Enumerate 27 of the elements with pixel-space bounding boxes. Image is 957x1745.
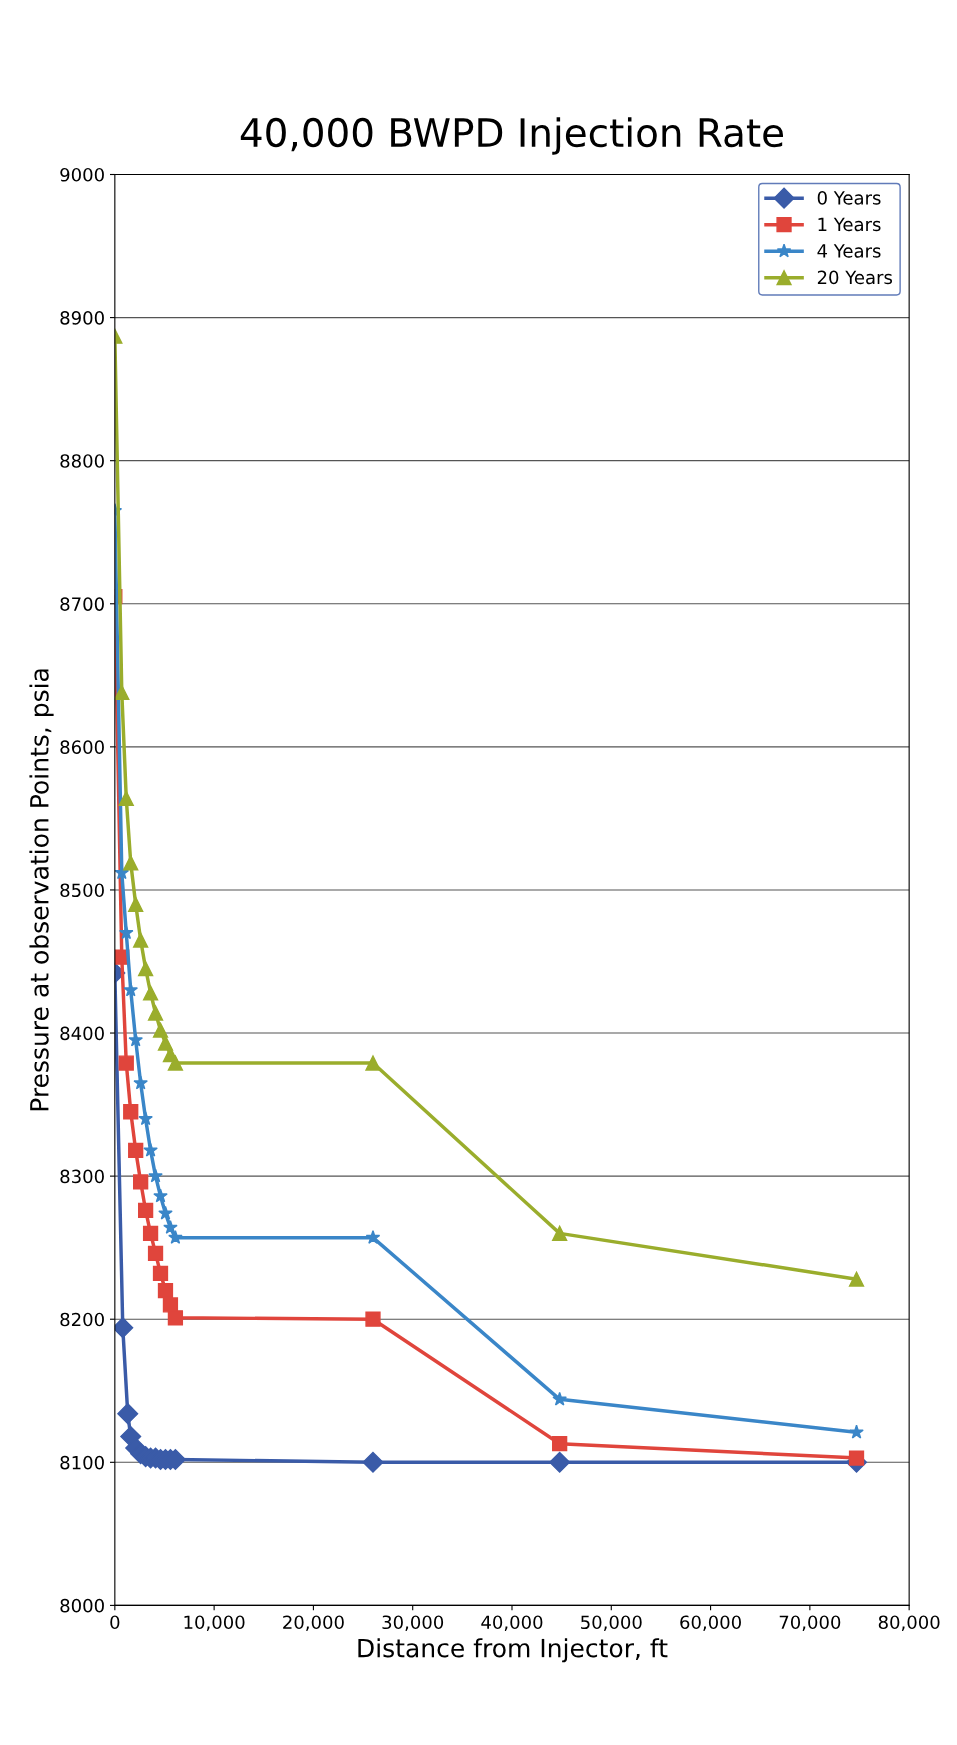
y-axis-title: Pressure at observation Points, psia [29,669,54,1111]
y-tick-label: 8300 [60,1169,104,1184]
x-tick-label: 70,000 [779,1615,841,1631]
x-axis-title: Distance from Injector, ft [358,1638,668,1663]
legend-label: 0 Years [817,191,881,205]
y-tick-label: 8000 [60,1598,104,1613]
y-tick-label: 8800 [60,454,104,468]
x-tick-label: 20,000 [283,1615,344,1631]
x-tick-label: 80,000 [878,1615,940,1631]
y-tick-label: 8100 [60,1455,104,1470]
y-tick-label: 8600 [60,740,104,754]
y-tick-label: 8900 [60,311,104,325]
legend-label: 1 Years [818,217,881,232]
x-tick-label: 60,000 [680,1615,741,1631]
legend-label: 20 Years [817,270,893,285]
y-tick-label: 8400 [60,1026,104,1041]
x-tick-label: 10,000 [184,1615,245,1631]
chart-title: 40,000 BWPD Injection Rate [240,117,783,155]
legend-label: 4 Years [817,244,881,258]
y-tick-label: 9000 [60,167,104,182]
x-tick-label: 50,000 [581,1615,642,1631]
x-tick-label: 40,000 [481,1615,543,1631]
y-tick-label: 8200 [60,1312,104,1327]
x-tick-label: 0 [110,1615,120,1630]
x-tick-label: 30,000 [382,1615,444,1631]
y-tick-label: 8700 [60,597,104,611]
y-tick-label: 8500 [60,883,104,898]
